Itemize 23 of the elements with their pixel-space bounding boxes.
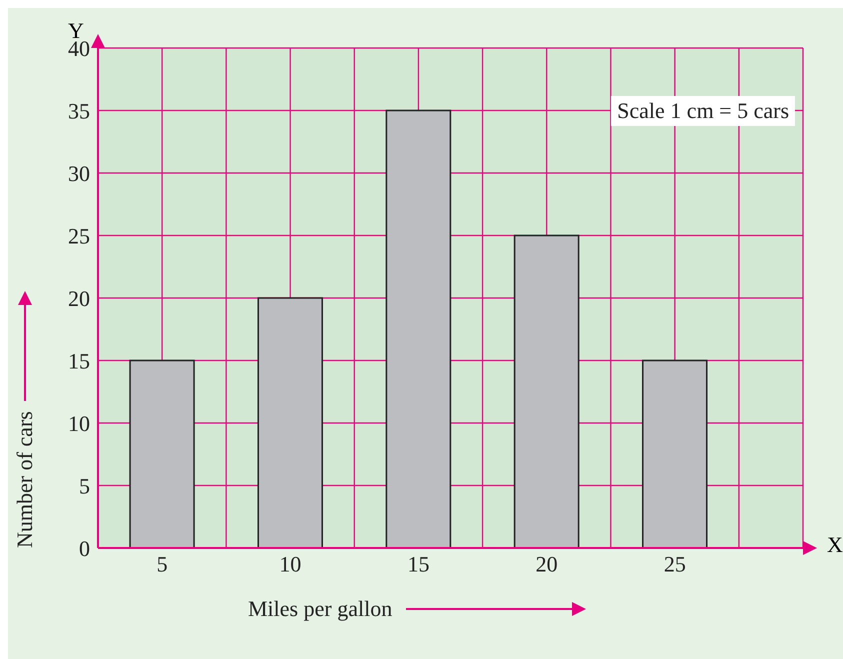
y-tick-label: 25 bbox=[68, 223, 90, 248]
y-tick-label: 35 bbox=[68, 98, 90, 124]
bar bbox=[642, 360, 708, 548]
x-tick-label: 20 bbox=[536, 552, 558, 577]
x-tick-label: 10 bbox=[279, 552, 302, 577]
x-tick-label: 25 bbox=[664, 552, 686, 577]
y-axis-title: Number of cars bbox=[12, 411, 38, 548]
x-tick-label: 5 bbox=[156, 552, 168, 577]
bar bbox=[129, 360, 195, 548]
x-tick-label: 15 bbox=[407, 552, 430, 577]
y-tick-label: 15 bbox=[68, 348, 90, 374]
annotation: Scale 1 cm = 5 cars bbox=[611, 96, 795, 126]
text: X bbox=[827, 532, 843, 558]
y-tick-label: 20 bbox=[68, 286, 90, 311]
y-tick-label: 5 bbox=[79, 473, 90, 498]
y-tick-label: 10 bbox=[68, 410, 90, 436]
x-axis-title: Miles per gallon bbox=[248, 596, 392, 622]
bar bbox=[514, 234, 580, 548]
bar bbox=[257, 297, 323, 548]
bar bbox=[386, 110, 452, 548]
y-tick-label: 0 bbox=[79, 536, 90, 561]
text: Y bbox=[68, 18, 84, 43]
y-tick-label: 30 bbox=[68, 160, 90, 186]
